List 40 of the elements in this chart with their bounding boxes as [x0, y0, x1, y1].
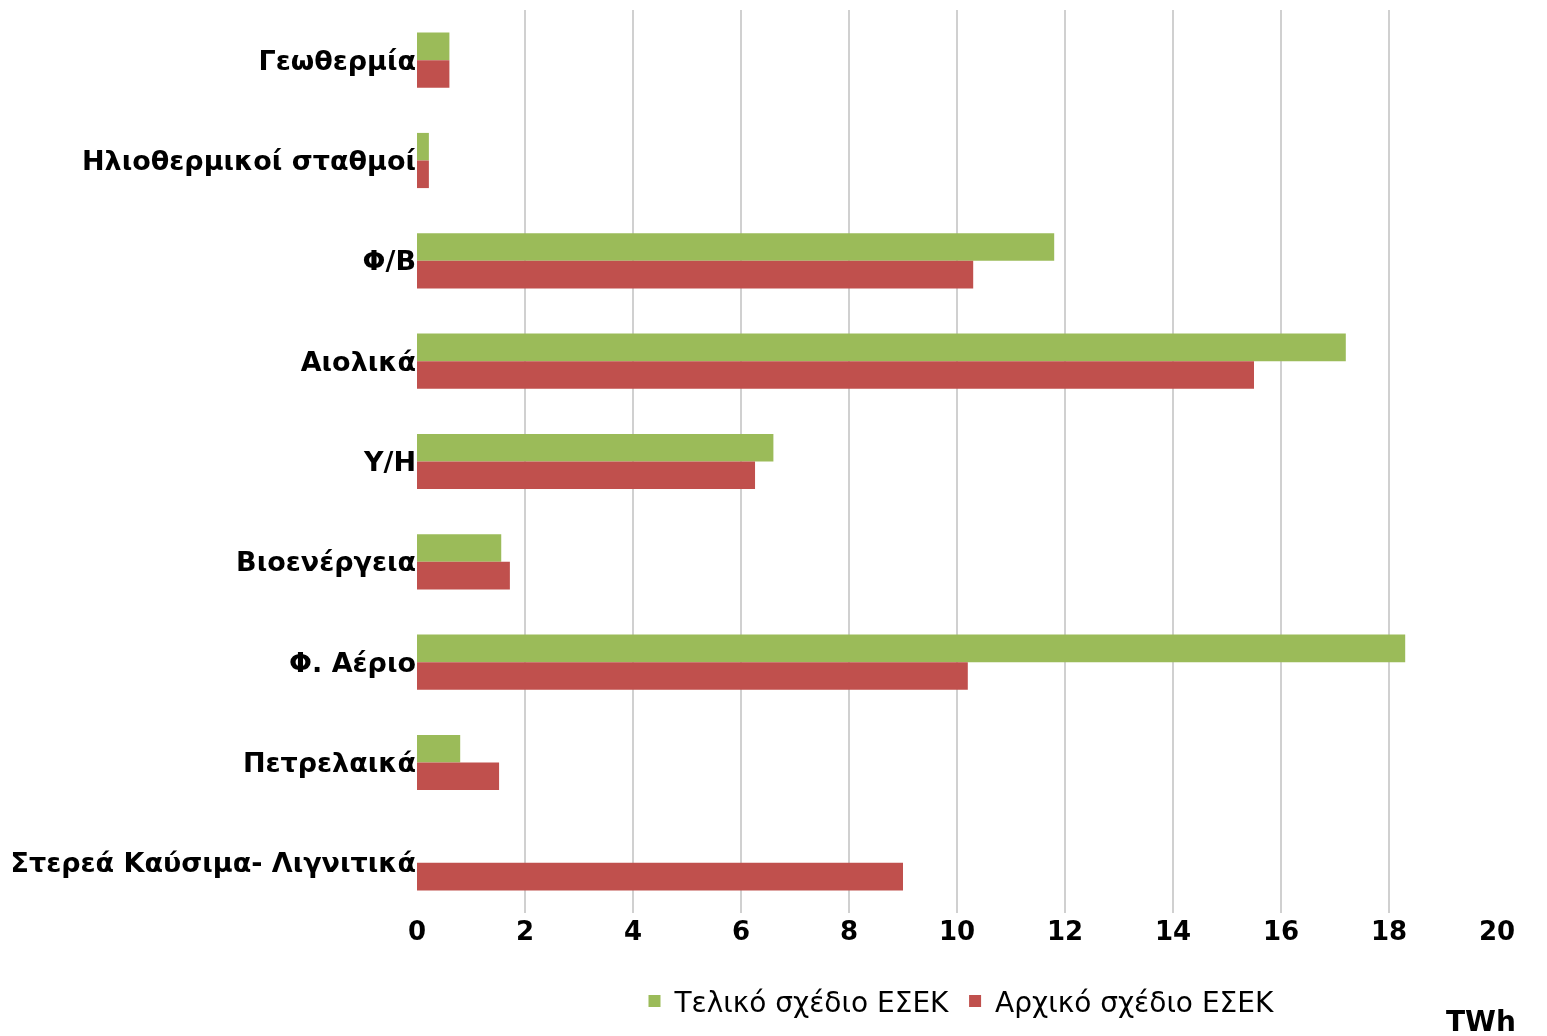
y-tick-label: Στερεά Καύσιμα- Λιγνιτικά: [10, 847, 416, 879]
bar: [417, 60, 450, 88]
bar: [417, 260, 974, 289]
bar: [417, 762, 500, 791]
x-tick-label: 18: [1370, 916, 1408, 946]
bar: [417, 534, 502, 562]
bar: [417, 561, 510, 590]
y-tick-label: Αιολικά: [300, 345, 416, 377]
bar: [417, 862, 903, 891]
x-tick-label: 2: [515, 916, 535, 946]
x-tick-label: 20: [1478, 916, 1516, 946]
bar: [417, 662, 968, 690]
y-tick-label: Βιοενέργεια: [236, 546, 416, 578]
legend-label: Αρχικό σχέδιο ΕΣΕΚ: [995, 985, 1274, 1019]
y-tick-label: Υ/Η: [362, 445, 416, 477]
bar: [417, 361, 1254, 389]
x-tick-label: 4: [623, 916, 643, 946]
bar: [417, 32, 450, 61]
y-tick-label: Φ/Β: [362, 245, 416, 277]
x-tick-label: 16: [1262, 916, 1300, 946]
bar: [417, 333, 1346, 362]
bar: [417, 132, 429, 161]
x-axis-title: TWh: [1446, 1005, 1516, 1036]
x-tick-label: 14: [1154, 916, 1192, 946]
bar: [417, 734, 461, 763]
x-tick-label: 0: [407, 916, 427, 946]
y-tick-label: Ηλιοθερμικοί σταθμοί: [82, 144, 416, 176]
y-tick-label: Γεωθερμία: [258, 44, 416, 76]
bar: [417, 634, 1406, 663]
bar: [417, 461, 756, 490]
x-tick-label: 6: [731, 916, 751, 946]
x-tick-label: 10: [938, 916, 976, 946]
bar: [417, 233, 1055, 261]
y-tick-label: Πετρελαικά: [242, 746, 416, 778]
bar: [417, 160, 429, 189]
x-tick-label: 8: [839, 916, 859, 946]
legend-label: Τελικό σχέδιο ΕΣΕΚ: [673, 985, 950, 1019]
y-tick-label: Φ. Αέριο: [289, 646, 416, 678]
bar: [417, 433, 774, 462]
x-tick-label: 12: [1046, 916, 1084, 946]
